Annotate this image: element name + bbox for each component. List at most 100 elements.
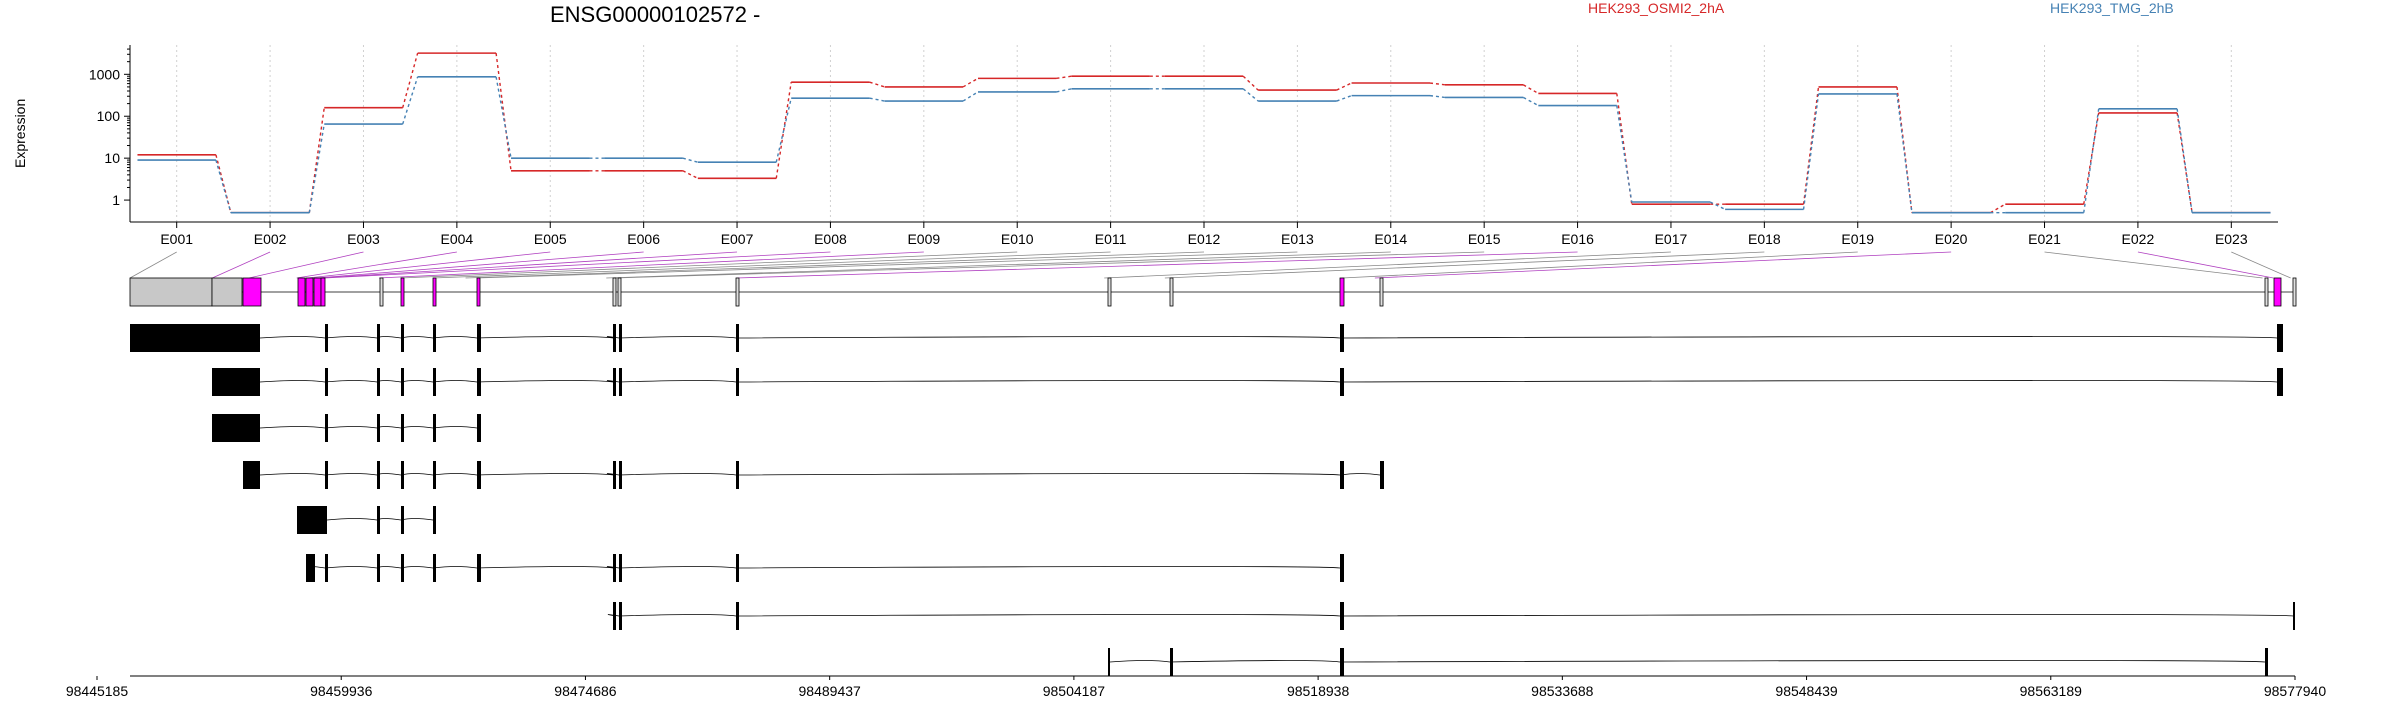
- series-1-connector: [308, 107, 325, 213]
- y-tick-label: 1: [112, 192, 120, 208]
- transcript-6-exon: [619, 554, 622, 582]
- x-tick-label: E020: [1935, 231, 1968, 247]
- x-tick-label: E015: [1468, 231, 1501, 247]
- x-tick-label: E012: [1188, 231, 1221, 247]
- exon-mapping-line: [129, 251, 177, 279]
- series-2-connector: [1336, 94, 1352, 102]
- series-1-connector: [869, 81, 885, 88]
- transcript-2-exon: [613, 368, 616, 396]
- exon-box-highlight: [432, 277, 437, 307]
- x-tick-label: E010: [1001, 231, 1034, 247]
- exon-box: [211, 277, 243, 307]
- transcript-4-exon: [1340, 461, 1344, 489]
- x-tick-label: E003: [347, 231, 380, 247]
- exon-box-highlight: [476, 277, 481, 307]
- exon-mapping-line: [400, 251, 1018, 279]
- exon-box-highlight: [1339, 277, 1345, 307]
- exon-mapping-line: [1104, 251, 1671, 279]
- genomic-tick-label: 98533688: [1531, 683, 1594, 699]
- exon-mapping-line: [248, 251, 364, 279]
- x-tick-label: E021: [2028, 231, 2061, 247]
- series-2-connector: [962, 91, 979, 102]
- transcript-1-exon: [477, 324, 481, 352]
- exon-box: [2292, 277, 2297, 307]
- transcript-8-exon: [1340, 648, 1344, 676]
- transcript-2-exon: [2277, 368, 2283, 396]
- exon-mapping-line: [433, 251, 1111, 279]
- exon-mapping-line: [2231, 251, 2291, 279]
- genomic-tick-label: 98489437: [799, 683, 862, 699]
- transcript-6-exon: [613, 554, 616, 582]
- series-1-connector: [1242, 75, 1259, 91]
- transcript-1-exon: [736, 324, 739, 352]
- x-tick-label: E017: [1655, 231, 1688, 247]
- transcript-4-exon: [325, 461, 328, 489]
- x-tick-label: E001: [160, 231, 193, 247]
- transcript-6-exon: [401, 554, 404, 582]
- genomic-tick-label: 98518938: [1287, 683, 1350, 699]
- transcript-1-intron: [259, 336, 2283, 339]
- genomic-tick-label: 98577940: [2264, 683, 2327, 699]
- x-tick-label: E007: [721, 231, 754, 247]
- series-2-connector: [1802, 93, 1820, 210]
- series-2-connector: [1429, 94, 1446, 99]
- exon-mapping-line: [1164, 251, 1765, 279]
- transcript-1-exon: [613, 324, 616, 352]
- x-tick-label: E011: [1095, 231, 1127, 247]
- transcript-1-exon: [377, 324, 380, 352]
- transcript-6-exon: [736, 554, 739, 582]
- transcript-2-exon: [736, 368, 739, 396]
- transcript-8-intron: [1109, 660, 2268, 663]
- series-1-connector: [1056, 75, 1072, 80]
- series-1-connector: [1523, 84, 1539, 95]
- exon-mapping-line: [378, 251, 924, 279]
- series-1-connector: [1336, 82, 1352, 91]
- transcript-4-exon: [433, 461, 436, 489]
- x-tick-label: E023: [2215, 231, 2248, 247]
- transcript-2-intron: [259, 380, 2283, 383]
- transcript-2-exon: [619, 368, 622, 396]
- transcript-6-exon: [377, 554, 380, 582]
- transcript-6-intron: [311, 566, 1344, 569]
- transcript-4-exon: [401, 461, 404, 489]
- transcript-3-intron: [259, 426, 481, 429]
- exon-box-highlight: [400, 277, 405, 307]
- x-tick-label: E022: [2122, 231, 2155, 247]
- exon-box: [1169, 277, 1174, 307]
- x-tick-label: E005: [534, 231, 567, 247]
- transcript-6-exon: [1340, 554, 1344, 582]
- exon-box-highlight: [313, 277, 322, 307]
- transcript-6-exon: [306, 554, 315, 582]
- transcript-3-exon: [477, 414, 481, 442]
- x-tick-label: E019: [1841, 231, 1874, 247]
- transcript-2-exon: [212, 368, 260, 396]
- exon-mapping-line: [320, 251, 738, 279]
- transcript-7-intron: [607, 614, 2295, 617]
- transcript-7-exon: [2293, 602, 2295, 630]
- series-2-connector: [308, 123, 325, 213]
- transcript-3-exon: [212, 414, 260, 442]
- exon-box: [1379, 277, 1384, 307]
- chart-title: ENSG00000102572 -: [550, 2, 761, 27]
- x-tick-label: E004: [441, 231, 474, 247]
- x-tick-label: E008: [814, 231, 847, 247]
- transcript-4-exon: [613, 461, 616, 489]
- series-2-connector: [1056, 88, 1072, 93]
- transcript-5-exon: [401, 506, 404, 534]
- transcript-2-exon: [1340, 368, 1344, 396]
- transcript-4-exon: [477, 461, 481, 489]
- genomic-tick-label: 98504187: [1043, 683, 1106, 699]
- y-tick-label: 100: [97, 108, 121, 124]
- exon-box-highlight: [242, 277, 262, 307]
- exon-box: [735, 277, 740, 307]
- transcript-1-exon: [325, 324, 328, 352]
- series-1-connector: [1990, 203, 2006, 214]
- transcript-6-exon: [433, 554, 436, 582]
- series-1-connector: [1429, 82, 1446, 86]
- exon-box: [1107, 277, 1112, 307]
- transcript-7-exon: [736, 602, 739, 630]
- transcript-3-exon: [401, 414, 404, 442]
- exon-box-highlight: [2273, 277, 2282, 307]
- exon-mapping-line: [465, 251, 1205, 279]
